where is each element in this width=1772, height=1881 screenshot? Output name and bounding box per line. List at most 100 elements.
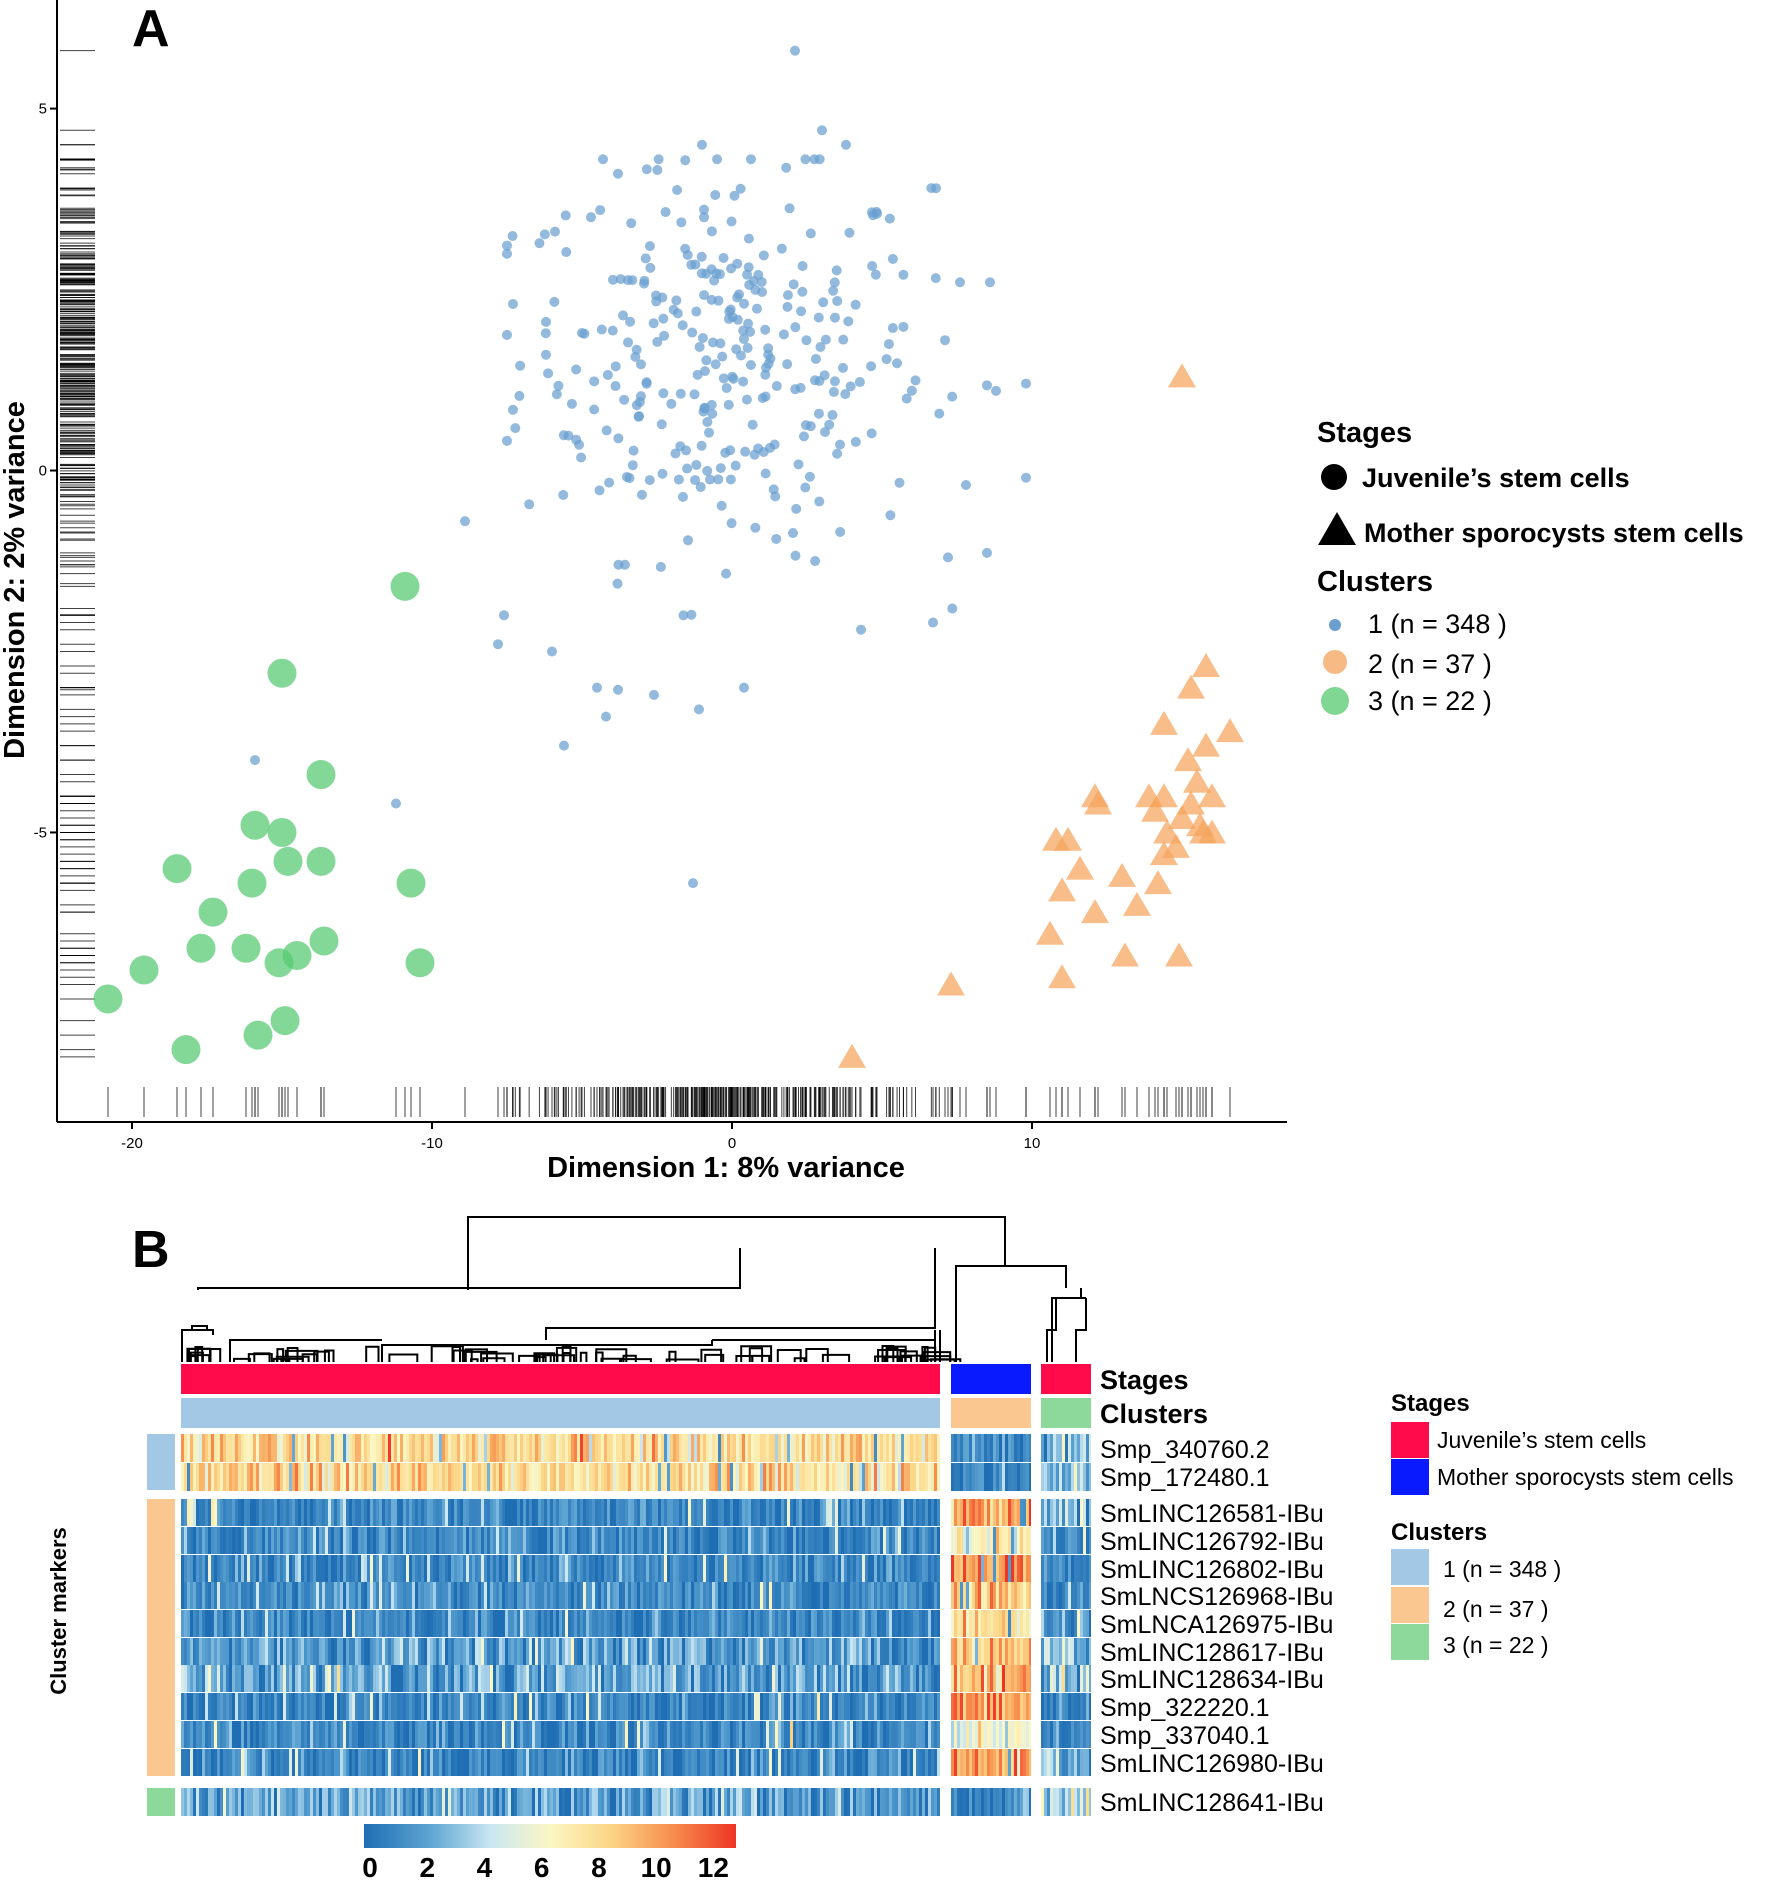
heatmap-cell [520,1721,523,1748]
scatter-point-cluster1 [714,269,725,280]
heatmap-cell [709,1721,712,1748]
heatmap-cell [826,1693,829,1720]
heatmap-cell [796,1610,799,1637]
heatmap-cell [1077,1434,1080,1462]
legend-a-cluster3-marker [1321,687,1349,715]
heatmap-cell [328,1610,331,1637]
heatmap-cell [514,1721,517,1748]
heatmap-cell [679,1463,682,1491]
heatmap-cell [250,1749,253,1776]
heatmap-cell [850,1721,853,1748]
heatmap-cell [214,1749,217,1776]
heatmap-cell [268,1555,271,1582]
heatmap-cell [244,1610,247,1637]
heatmap-cell [715,1555,718,1582]
heatmap-cell [688,1499,691,1526]
heatmap-cell [969,1434,972,1462]
scatter-point-cluster1 [706,226,717,237]
heatmap-cell [553,1665,556,1692]
scatter-point-cluster1 [866,361,877,372]
heatmap-cell [595,1499,598,1526]
scatter-point-cluster3 [162,854,192,884]
heatmap-cell [652,1721,655,1748]
heatmap-cell [856,1499,859,1526]
heatmap-cell [1029,1665,1031,1692]
scatter-point-cluster1 [810,353,821,364]
heatmap-cell [202,1665,205,1692]
heatmap-cell [907,1582,910,1609]
heatmap-cell [922,1638,925,1665]
heatmap-cell [502,1555,505,1582]
scatter-point-cluster1 [901,393,912,404]
heatmap-cell [397,1555,400,1582]
heatmap-cell [544,1721,547,1748]
heatmap-cell [274,1434,277,1462]
heatmap-cell [484,1693,487,1720]
heatmap-cell [835,1749,838,1776]
heatmap-cell [574,1610,577,1637]
heatmap-cell [502,1693,505,1720]
heatmap-cell [253,1555,256,1582]
heatmap-cell [996,1527,999,1554]
heatmap-cell [211,1693,214,1720]
heatmap-cell [1050,1721,1053,1748]
heatmap-cell [960,1582,963,1609]
heatmap-cell [598,1463,601,1491]
heatmap-cell [307,1638,310,1665]
scatter-point-cluster1 [898,321,909,332]
heatmap-cell [547,1434,550,1462]
heatmap-cell [895,1434,898,1462]
heatmap-cell [960,1555,963,1582]
scatter-point-cluster1 [829,312,840,323]
heatmap-cell [532,1749,535,1776]
heatmap-cell [966,1555,969,1582]
heatmap-cell [859,1749,862,1776]
heatmap-cell [1053,1749,1056,1776]
heatmap-cell [361,1555,364,1582]
heatmap-cell [631,1527,634,1554]
heatmap-cell [1041,1463,1044,1491]
heatmap-cell [226,1582,229,1609]
heatmap-cell [469,1499,472,1526]
heatmap-cell [298,1665,301,1692]
heatmap-cell [808,1463,811,1491]
scatter-point-cluster1 [645,262,656,273]
heatmap-cell [1059,1434,1062,1462]
heatmap-cell [442,1499,445,1526]
heatmap-cell [340,1721,343,1748]
heatmap-cell [859,1434,862,1462]
heatmap-cell [379,1749,382,1776]
heatmap-cell [769,1721,772,1748]
heatmap-cell [481,1638,484,1665]
heatmap-cell [640,1665,643,1692]
heatmap-cell [1071,1721,1074,1748]
heatmap-cell [598,1749,601,1776]
heatmap-cell [993,1527,996,1554]
heatmap-cell [472,1638,475,1665]
heatmap-cell [763,1555,766,1582]
heatmap-cell [739,1499,742,1526]
heatmap-cell [993,1693,996,1720]
heatmap-cell [664,1665,667,1692]
heatmap-cell [996,1555,999,1582]
scatter-point-cluster1 [618,310,629,321]
heatmap-cell [604,1665,607,1692]
heatmap-cell [199,1693,202,1720]
heatmap-cell [226,1527,229,1554]
heatmap-cell [919,1527,922,1554]
heatmap-cell [517,1499,520,1526]
heatmap-cell [553,1555,556,1582]
scatter-point-cluster3 [243,1020,273,1050]
heatmap-cell [859,1582,862,1609]
heatmap-cell [634,1463,637,1491]
heatmap-cell [631,1434,634,1462]
heatmap-cell [190,1527,193,1554]
heatmap-cell [436,1638,439,1665]
scatter-point-cluster3 [264,948,294,978]
heatmap-cell [957,1721,960,1748]
heatmap-cell [577,1463,580,1491]
heatmap-cell [619,1693,622,1720]
heatmap-cell [298,1463,301,1491]
heatmap-cell [523,1665,526,1692]
heatmap-cell [688,1555,691,1582]
